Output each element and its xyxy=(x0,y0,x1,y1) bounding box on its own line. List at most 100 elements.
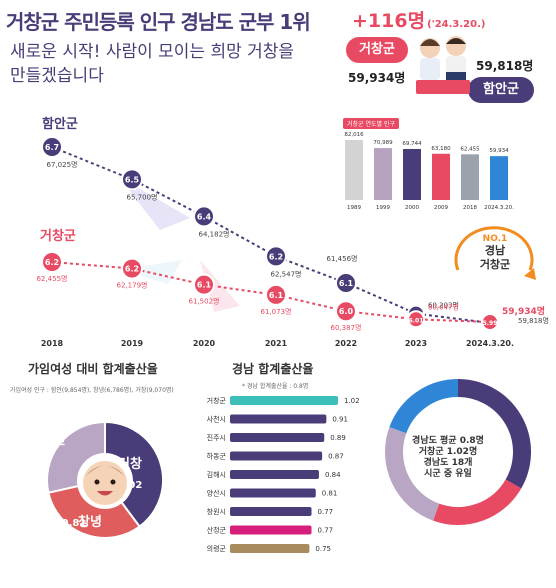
badge-line1: 경남 xyxy=(484,244,506,257)
yearly-bar xyxy=(403,148,421,200)
delta-date: ('24.3.20.) xyxy=(427,19,486,30)
population-trend-chart: 6.7 67,025명 6.5 65,700명 6.4 64,182명 6.2 62,547명… xyxy=(37,116,549,348)
yearly-bar xyxy=(490,156,508,200)
hbar-category-label: 산청군 xyxy=(207,526,227,535)
yearly-value-label: 82,016 xyxy=(344,132,364,138)
subhead-line2: 만들겠습니다 xyxy=(10,66,104,86)
hbar-value-label: 0.89 xyxy=(330,434,346,442)
headline: 거창군 주민등록 인구 경남도 군부 1위 xyxy=(6,10,311,34)
haman-rate-label: 6.5 xyxy=(125,175,140,184)
haman-pop-label: 61,456명 xyxy=(327,254,358,263)
geochang-point xyxy=(335,300,357,323)
pie-value-label: 0.81 xyxy=(62,518,87,529)
year-label: 2018 xyxy=(41,339,64,348)
donut-hole xyxy=(408,402,508,502)
yearly-value-label: 63,180 xyxy=(431,146,451,152)
yearly-value-label: 59,934 xyxy=(489,148,509,154)
haman-population: 59,818명 xyxy=(476,59,534,73)
geochang-pop-label: 61,073명 xyxy=(261,307,292,316)
haman-rate-label: 6.1 xyxy=(339,279,354,288)
year-label: 2019 xyxy=(121,339,144,348)
haman-rate-label: 6.2 xyxy=(269,252,283,261)
subhead-line1: 새로운 시작! 사람이 모이는 희망 거창을 xyxy=(10,42,295,62)
gyeongnam-fertility-title: 경남 합계출산율 xyxy=(232,362,314,376)
haman-pop-label: 59,818명 xyxy=(518,316,549,325)
yearly-value-label: 69,744 xyxy=(402,141,422,147)
fertility-pie-note: 가임여성 인구 : 함안(9,854명), 창녕(6,786명), 거창(9,0… xyxy=(10,387,174,394)
hbar-value-label: 0.87 xyxy=(328,453,344,461)
children-illustration xyxy=(416,36,470,94)
pie-slice-창녕 xyxy=(47,478,141,538)
pie-name-label: 창녕 xyxy=(78,514,102,530)
haman-series-label: 함안군 xyxy=(42,116,78,132)
summary-donut xyxy=(385,379,531,525)
donut-segment xyxy=(385,427,440,521)
geochang-rate-label: 6.2 xyxy=(125,265,139,274)
yearly-category-label: 2024.3.20. xyxy=(484,205,514,211)
year-label: 2020 xyxy=(193,339,216,348)
yearly-bar xyxy=(432,153,450,200)
hbar-bar xyxy=(230,488,316,498)
hbar-bar xyxy=(230,414,327,424)
haman-pop-label: 60,203명 xyxy=(428,301,459,310)
geochang-point xyxy=(265,283,287,306)
haman-pop-label: 64,182명 xyxy=(199,229,230,238)
haman-point xyxy=(193,205,215,228)
hbar-category-label: 거창군 xyxy=(207,396,227,405)
geochang-point xyxy=(407,310,425,329)
pie-slice-거창 xyxy=(104,420,164,528)
haman-point xyxy=(121,168,143,191)
summary-line1: 경남도 평균 0.8명 xyxy=(412,436,484,446)
hbar-bar xyxy=(230,507,312,516)
year-label: 2021 xyxy=(265,339,288,348)
hbar-value-label: 0.91 xyxy=(332,416,348,424)
hbar-value-label: 0.81 xyxy=(322,490,338,498)
yearly-value-label: 62,455 xyxy=(460,146,480,152)
no1-badge-ring xyxy=(454,226,536,280)
hbar-bar xyxy=(230,470,319,479)
geochang-pop-label: 60,047명 xyxy=(428,302,459,311)
hbar-value-label: 0.84 xyxy=(325,471,341,479)
yearly-category-label: 2018 xyxy=(463,205,477,211)
haman-point xyxy=(335,271,357,294)
geochang-pop-label: 62,455명 xyxy=(37,274,68,283)
geochang-pop-label: 61,502명 xyxy=(189,297,220,306)
donut-segment xyxy=(389,379,459,434)
hbar-bar xyxy=(230,525,312,535)
yearly-population-chart: 82,016 1989 70,989 1999 69,744 2000 63,180 2009… xyxy=(337,112,523,232)
haman-pop-label: 65,700명 xyxy=(127,192,158,201)
summary-line2: 거창군 1.02명 xyxy=(418,447,478,457)
yearly-category-label: 1999 xyxy=(376,205,390,211)
delta-value: +116명 xyxy=(352,10,426,32)
fertility-pie-title: 가임여성 대비 합계출산율 xyxy=(28,362,158,376)
summary-text: 경남도 평균 0.8명 거창군 1.02명 경남도 18개 시군 중 유일 xyxy=(388,436,508,480)
geochang-rate-label: 6.1 xyxy=(269,291,284,300)
geochang-point xyxy=(481,313,499,331)
yearly-category-label: 2000 xyxy=(405,205,419,211)
geochang-rate-label: 5.99 xyxy=(483,320,498,327)
subhead: 새로운 시작! 사람이 모이는 희망 거창을 만들겠습니다 xyxy=(10,40,340,88)
gyeongnam-fertility-chart: 거창군 1.02 사천시 0.91 진주시 0.89 하동군 0.87 김해시 0.84 양산시 0.… xyxy=(207,396,360,553)
hbar-value-label: 0.77 xyxy=(318,508,334,516)
geochang-pop-label: 59,934명 xyxy=(502,305,545,317)
haman-point xyxy=(41,136,63,158)
geochang-rate-label: 6.2 xyxy=(45,258,59,267)
geochang-rate-label: 6.1 xyxy=(197,281,212,290)
yearly-bar xyxy=(461,154,479,200)
hbar-value-label: 0.77 xyxy=(318,527,334,535)
haman-rate-label: 6.4 xyxy=(197,212,212,221)
hbar-category-label: 김해시 xyxy=(207,470,226,479)
geochang-point xyxy=(193,273,215,296)
year-label: 2024.3.20. xyxy=(466,339,514,348)
year-label: 2023 xyxy=(405,339,427,348)
haman-pop-label: 62,547명 xyxy=(271,269,302,278)
year-label: 2022 xyxy=(335,339,357,348)
geochang-series-label: 거창군 xyxy=(40,228,76,244)
geochang-population: 59,934명 xyxy=(348,71,406,85)
yearly-bar xyxy=(374,148,392,200)
population-delta: +116명 ('24.3.20.) xyxy=(352,6,485,33)
donut-segment xyxy=(433,479,522,525)
gyeongnam-fertility-note: * 경남 합계출산율 : 0.8명 xyxy=(242,383,309,390)
haman-pill: 함안군 xyxy=(468,77,534,103)
